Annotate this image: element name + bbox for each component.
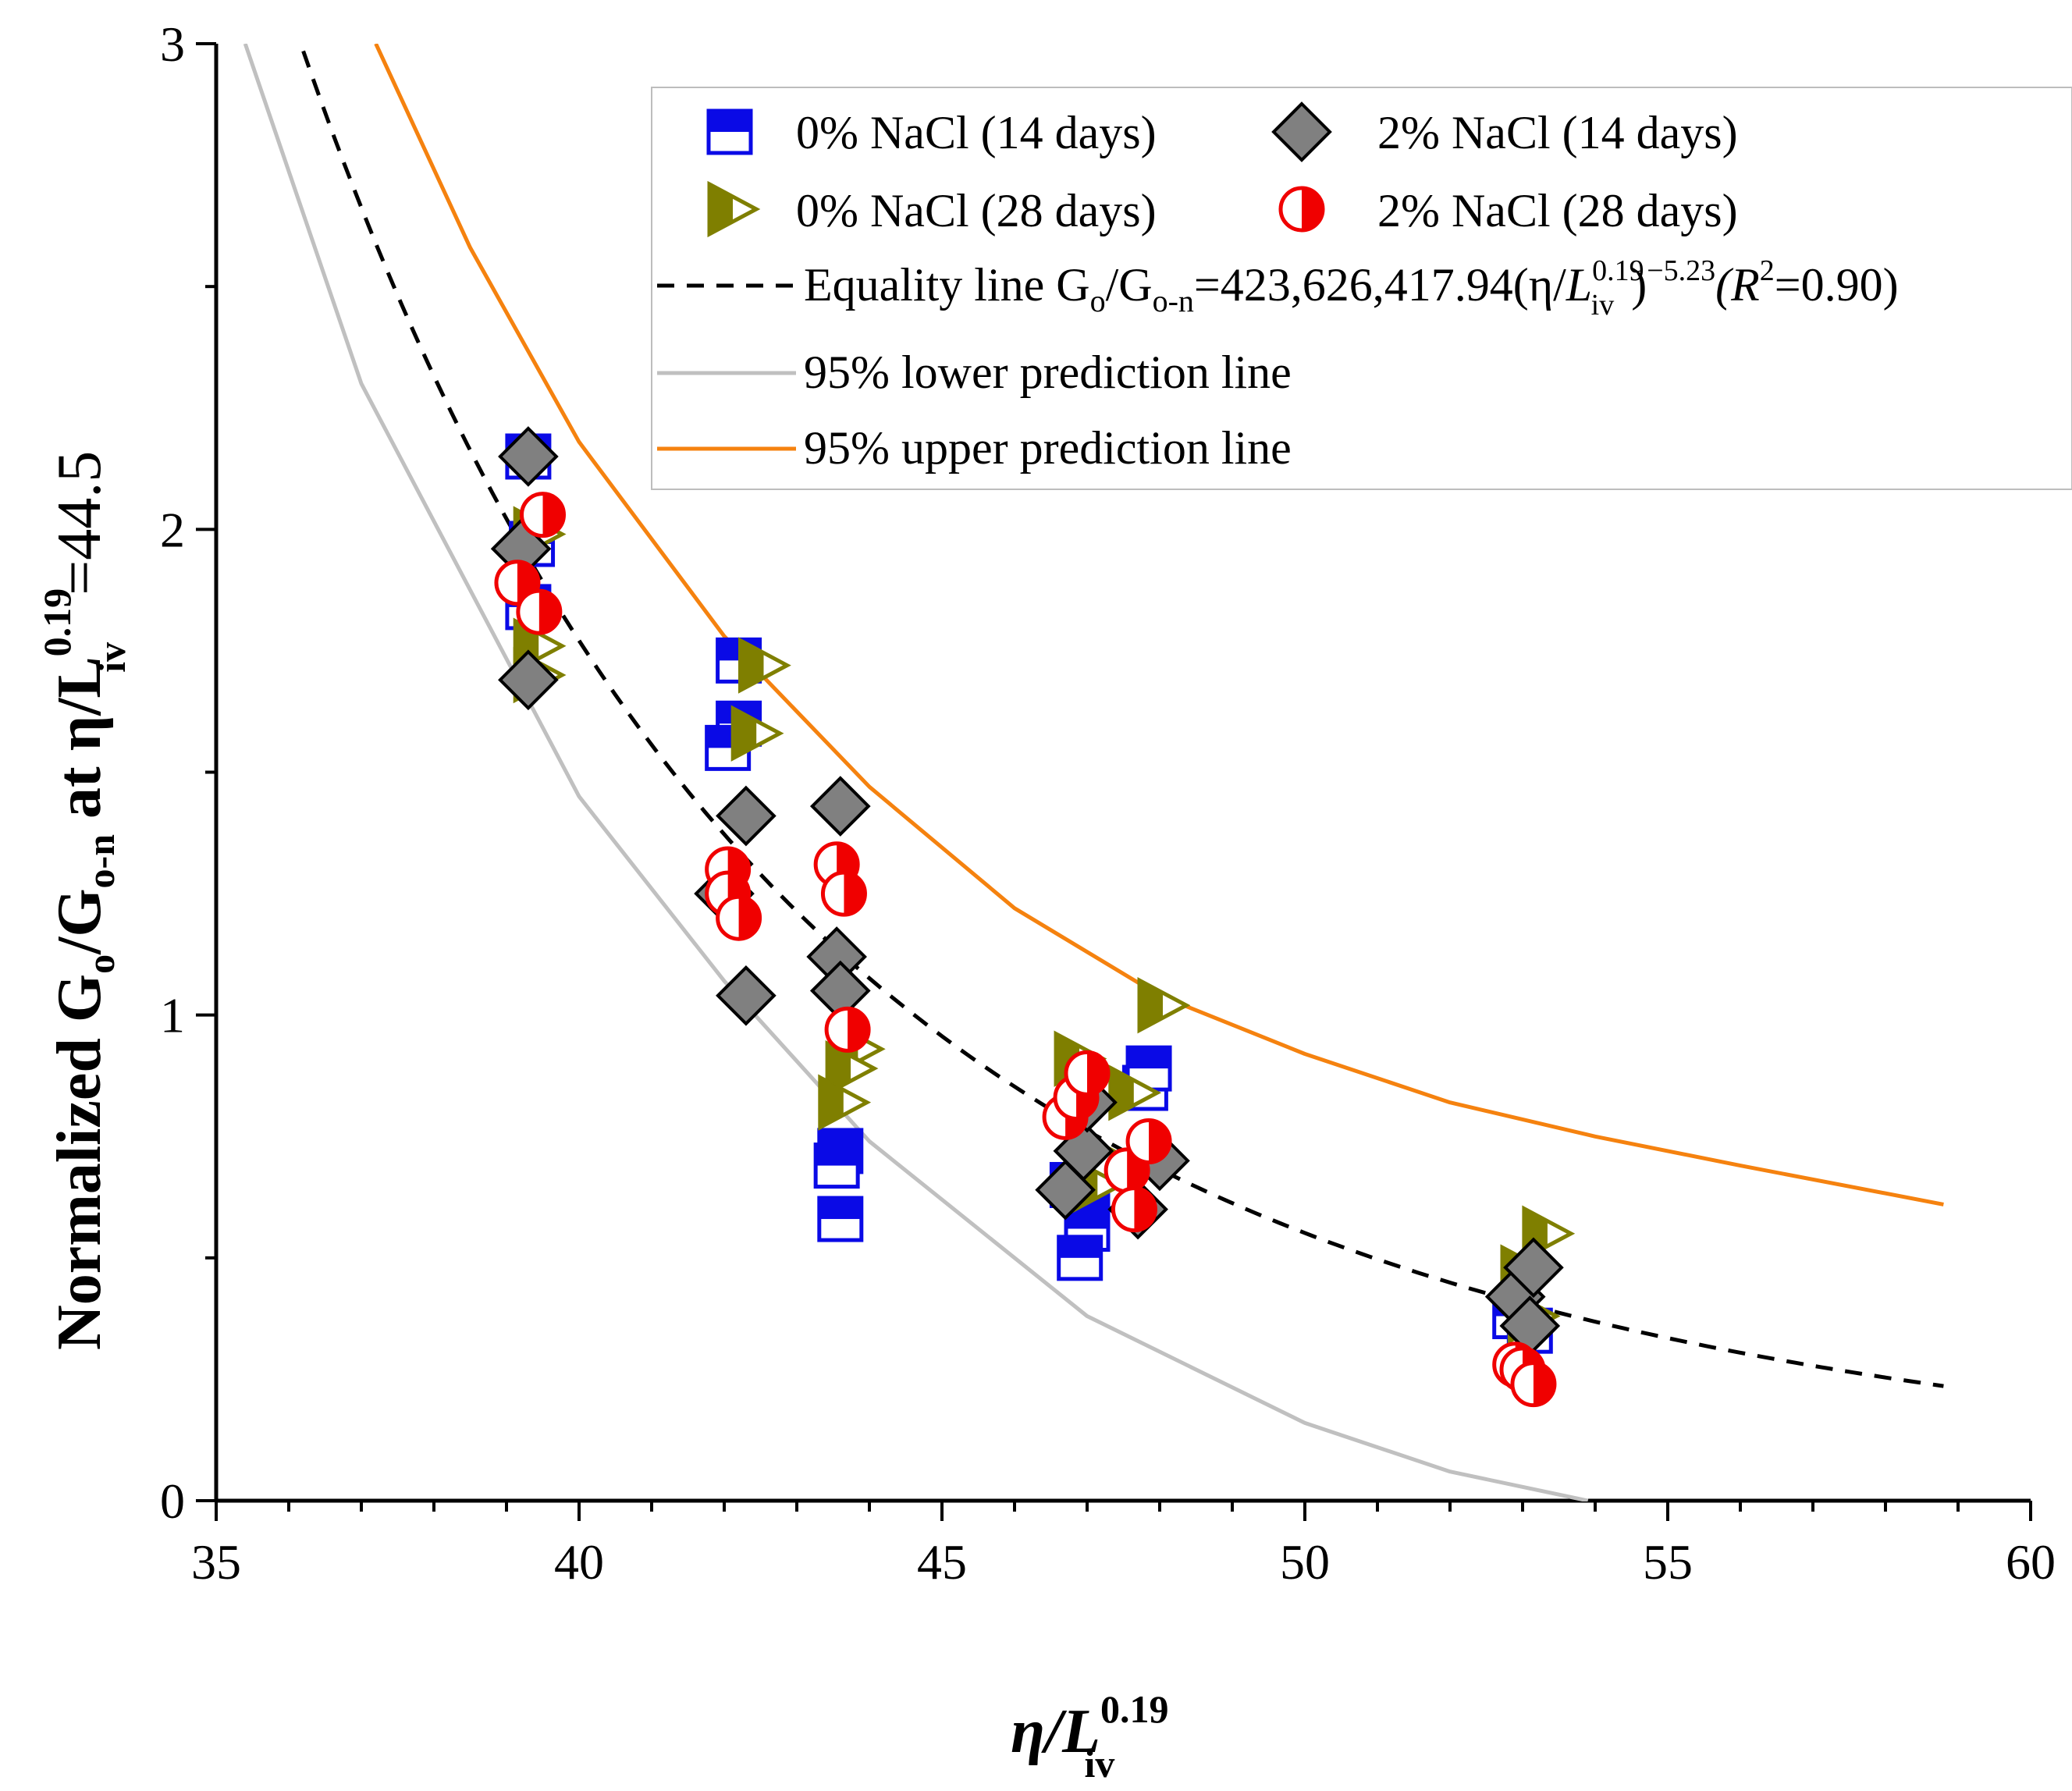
eq-formula: =423,626,417.94(η/ <box>1194 259 1566 311</box>
legend-entry-equality: Equality line Go/Go-n=423,626,417.94(η/L… <box>657 254 1899 322</box>
data-point <box>498 649 559 711</box>
y-tick-label: 2 <box>160 502 185 557</box>
eq-Rsup: 2 <box>1760 254 1775 287</box>
legend-label-2-14: 2% NaCl (14 days) <box>1377 107 1738 158</box>
legend-entry-lower: 95% lower prediction line <box>657 346 1292 398</box>
eq-R: (R <box>1715 259 1760 311</box>
data-point <box>825 1039 879 1097</box>
x-tick-label: 40 <box>554 1534 604 1590</box>
legend-label-0-14: 0% NaCl (14 days) <box>796 107 1157 158</box>
legend-label-2-28: 2% NaCl (28 days) <box>1377 185 1738 236</box>
data-point <box>516 588 563 635</box>
x-tick-label: 55 <box>1643 1534 1693 1590</box>
y-tick-label: 1 <box>160 988 185 1043</box>
legend-label-lower: 95% lower prediction line <box>804 346 1292 398</box>
data-point <box>520 492 566 538</box>
y-title-sub1: o <box>79 954 123 974</box>
x-title-sub: iv <box>1085 1742 1115 1786</box>
legend-entry-0-14: 0% NaCl (14 days) <box>706 107 1157 158</box>
data-point <box>1503 1237 1564 1299</box>
legend-marker-square-icon <box>706 108 753 155</box>
legend-label-equality: Equality line Go/Go-n=423,626,417.94(η/L… <box>804 254 1899 322</box>
legend-entry-0-28: 0% NaCl (28 days) <box>707 180 1157 238</box>
legend-entry-2-14: 2% NaCl (14 days) <box>1271 101 1738 162</box>
y-tick-label: 0 <box>160 1473 185 1529</box>
x-tick-label: 50 <box>1280 1534 1330 1590</box>
data-point <box>813 1142 860 1189</box>
y-title-sup3: 0.19 <box>35 588 79 657</box>
legend-label-0-28: 0% NaCl (28 days) <box>796 185 1157 236</box>
eq-close: ) <box>1631 259 1647 311</box>
legend-diamond-marker <box>1271 101 1332 162</box>
legend-circle-marker <box>1278 186 1325 233</box>
x-tick-label: 60 <box>2006 1534 2056 1590</box>
data-point <box>716 965 777 1026</box>
data-point <box>818 1074 872 1131</box>
data-point <box>809 776 871 837</box>
data-point <box>1510 1361 1557 1408</box>
data-point <box>498 426 559 487</box>
data-point <box>1137 977 1191 1034</box>
x-tick-label: 45 <box>917 1534 967 1590</box>
x-tick-label: 35 <box>191 1534 241 1590</box>
eq-mid: /G <box>1106 259 1153 311</box>
data-point <box>1057 1235 1104 1281</box>
data-point <box>1064 1050 1111 1096</box>
legend: 0% NaCl (14 days) 2% NaCl (14 days) 0% N… <box>651 87 2072 490</box>
legend-entry-upper: 95% upper prediction line <box>657 422 1292 474</box>
legend-entry-2-28: 2% NaCl (28 days) <box>1278 185 1738 236</box>
series-circle-half <box>494 492 1557 1408</box>
data-points <box>490 426 1576 1408</box>
eq-sup: 0.19 <box>1592 254 1644 287</box>
eq-Rval: =0.90) <box>1775 259 1899 311</box>
data-point <box>820 870 867 917</box>
data-point <box>716 894 762 941</box>
data-point <box>824 1006 871 1053</box>
y-tick-label: 3 <box>160 16 185 72</box>
prediction-line <box>374 44 1944 1206</box>
legend-box <box>651 87 2072 490</box>
tick-labels: 35 40 45 50 55 60 0 1 2 3 <box>160 16 2056 1590</box>
x-title-sup: 0.19 <box>1100 1687 1169 1731</box>
data-point <box>1111 1186 1157 1233</box>
data-point <box>1125 1118 1172 1164</box>
axes: 35 40 45 50 55 60 0 1 2 3 <box>160 16 2056 1590</box>
data-point <box>716 785 777 847</box>
data-point <box>730 705 784 762</box>
y-title-mid: /G <box>45 888 114 954</box>
legend-marker-circle-icon <box>1278 186 1325 233</box>
y-title-sub2: o-n <box>79 834 123 889</box>
x-title-base: η/L <box>1011 1697 1100 1766</box>
tick-marks <box>196 42 2032 1521</box>
data-point <box>1108 1064 1162 1121</box>
legend-square-marker <box>706 108 753 155</box>
eq-sub2: o-n <box>1153 283 1194 318</box>
data-point <box>817 1196 864 1242</box>
series-square-half <box>505 433 1553 1354</box>
data-point <box>1125 1045 1172 1092</box>
x-axis-title: η/L0.19 iv <box>1011 1687 1169 1786</box>
y-title-prefix: Normalized G <box>45 974 114 1350</box>
legend-marker-triangle-icon <box>707 180 761 238</box>
legend-label-upper: 95% upper prediction line <box>804 422 1292 474</box>
y-title-suffix: =44.5 <box>45 451 114 595</box>
y-title-at: at η/L <box>45 656 114 834</box>
eq-sub1: o <box>1090 283 1106 318</box>
data-point <box>738 637 791 694</box>
y-axis-title: Normalized Go/Go-n at η/L0.19 iv =44.5 <box>35 451 133 1350</box>
eq-sub3: iv <box>1591 289 1615 322</box>
eq-exp: −5.23 <box>1647 254 1715 287</box>
eq-prefix: Equality line G <box>804 259 1090 311</box>
eq-L: L <box>1566 259 1592 311</box>
prediction-line <box>243 44 1589 1501</box>
legend-triangle-marker <box>707 180 761 238</box>
y-title-sub3: iv <box>90 642 133 673</box>
legend-marker-diamond-icon <box>1271 101 1332 162</box>
